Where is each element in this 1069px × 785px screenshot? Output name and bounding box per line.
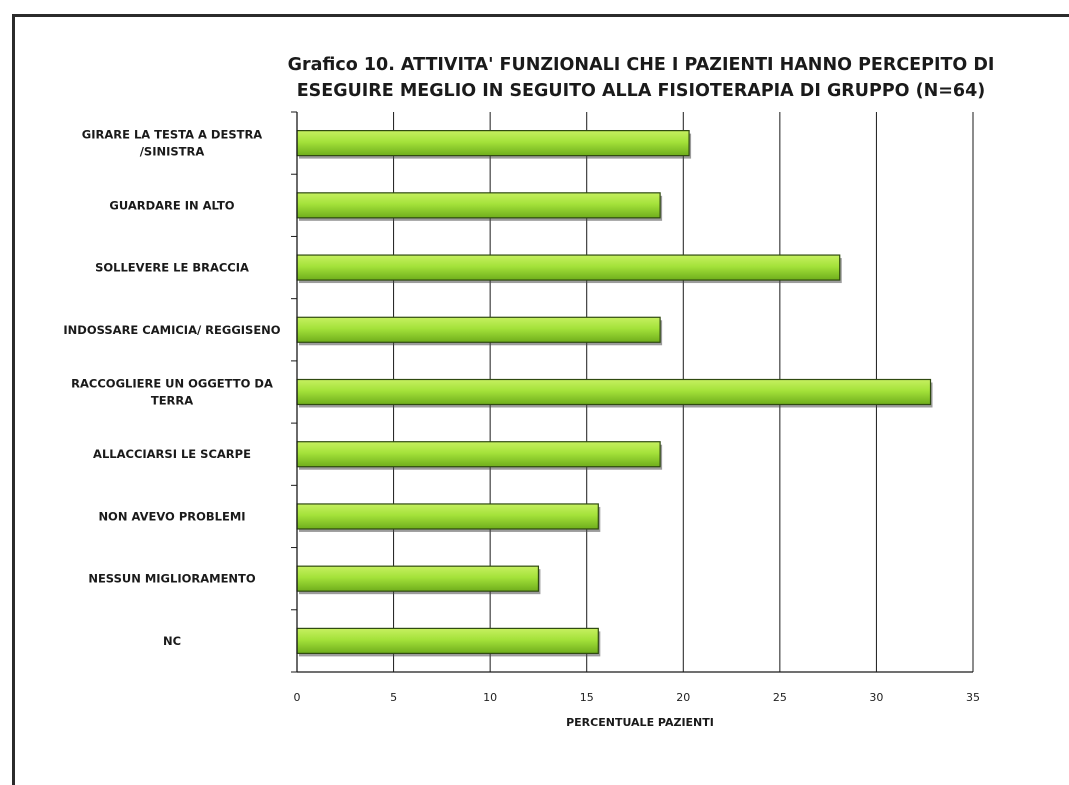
frame-left-border bbox=[12, 14, 15, 785]
category-label: NESSUN MIGLIORAMENTO bbox=[88, 572, 256, 586]
chart-title-line-1: Grafico 10. ATTIVITA' FUNZIONALI CHE I P… bbox=[288, 55, 995, 75]
category-label: GIRARE LA TESTA A DESTRA bbox=[82, 128, 263, 142]
x-tick-label: 10 bbox=[483, 691, 497, 704]
x-tick-label: 0 bbox=[294, 691, 301, 704]
bar bbox=[296, 378, 932, 406]
bar bbox=[296, 254, 841, 281]
bar bbox=[296, 503, 599, 530]
x-tick-label: 30 bbox=[869, 691, 883, 704]
chart-title: Grafico 10. ATTIVITA' FUNZIONALI CHE I P… bbox=[288, 55, 995, 101]
category-label: ALLACCIARSI LE SCARPE bbox=[93, 447, 251, 461]
category-label: TERRA bbox=[151, 394, 193, 408]
bar bbox=[296, 627, 599, 654]
bar bbox=[296, 316, 661, 343]
category-label: RACCOGLIERE UN OGGETTO DA bbox=[71, 377, 273, 391]
x-tick-label: 5 bbox=[390, 691, 397, 704]
category-label: INDOSSARE CAMICIA/ REGGISENO bbox=[63, 323, 280, 337]
frame-top-border bbox=[14, 14, 1069, 17]
x-tick-label: 35 bbox=[966, 691, 980, 704]
bars bbox=[296, 130, 933, 657]
category-label: SOLLEVERE LE BRACCIA bbox=[95, 261, 249, 275]
chart-title-line-2: ESEGUIRE MEGLIO IN SEGUITO ALLA FISIOTER… bbox=[297, 81, 986, 101]
x-tick-label: 20 bbox=[676, 691, 690, 704]
bar bbox=[296, 565, 540, 592]
category-label: NON AVEVO PROBLEMI bbox=[98, 509, 245, 523]
category-label: NC bbox=[163, 634, 181, 648]
axes bbox=[291, 111, 973, 673]
x-tick-labels: 0 5 10 15 20 25 30 35 bbox=[294, 691, 981, 704]
category-labels: GIRARE LA TESTA A DESTRA/SINISTRA GUARDAR… bbox=[63, 128, 280, 648]
category-label: GUARDARE IN ALTO bbox=[109, 198, 234, 212]
x-tick-label: 25 bbox=[773, 691, 787, 704]
x-axis-title: PERCENTUALE PAZIENTI bbox=[566, 716, 714, 729]
bar bbox=[296, 130, 690, 157]
category-label: /SINISTRA bbox=[140, 145, 205, 159]
x-tick-label: 15 bbox=[580, 691, 594, 704]
bar bbox=[296, 441, 661, 468]
bar bbox=[296, 192, 661, 219]
